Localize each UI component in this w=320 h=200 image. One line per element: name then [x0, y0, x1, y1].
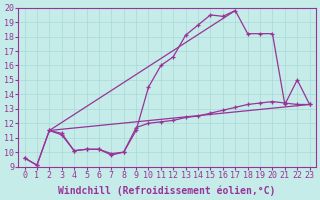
X-axis label: Windchill (Refroidissement éolien,°C): Windchill (Refroidissement éolien,°C): [58, 185, 276, 196]
